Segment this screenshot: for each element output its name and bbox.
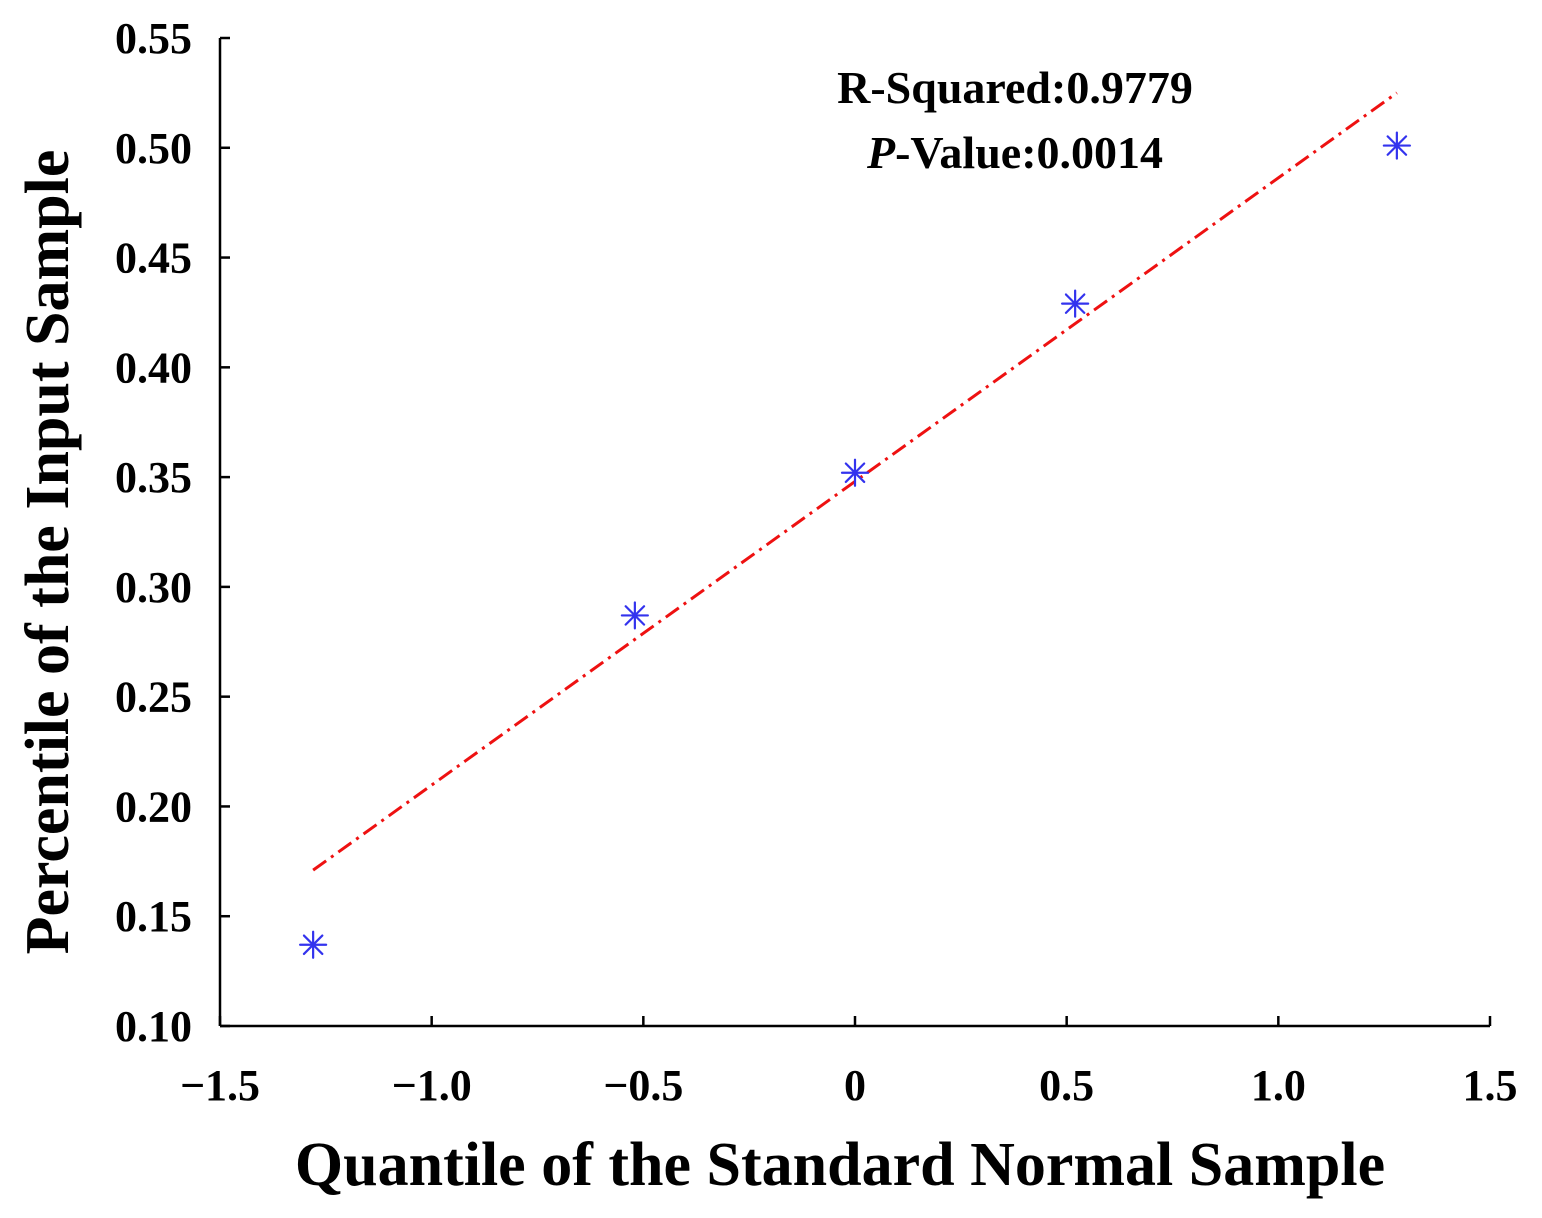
y-tick-label: 0.10: [115, 1002, 192, 1051]
data-point: [1382, 131, 1411, 160]
data-point: [1061, 289, 1090, 318]
p-value-label: -Value:0.0014: [895, 127, 1163, 178]
y-axis-title: Percentile of the Input Sample: [14, 150, 82, 955]
y-tick-label: 0.55: [115, 14, 192, 63]
y-tick-label: 0.50: [115, 124, 192, 173]
x-tick-label: 0.5: [1039, 1061, 1094, 1110]
r-squared-annotation: R-Squared:0.9779: [837, 62, 1193, 113]
p-value-annotation: P-Value:0.0014: [866, 127, 1163, 178]
y-tick-label: 0.30: [115, 563, 192, 612]
x-axis-ticks: −1.5 −1.0 −0.5 0 0.5 1.0 1.5: [180, 1016, 1518, 1110]
y-tick-label: 0.35: [115, 453, 192, 502]
data-point: [299, 930, 328, 959]
y-tick-label: 0.20: [115, 782, 192, 831]
data-points: [299, 131, 1411, 959]
y-tick-label: 0.25: [115, 673, 192, 722]
x-tick-label: −1.5: [180, 1061, 260, 1110]
y-tick-label: 0.45: [115, 234, 192, 283]
x-tick-label: −1.0: [392, 1061, 472, 1110]
data-point: [620, 601, 649, 630]
y-tick-label: 0.15: [115, 892, 192, 941]
x-axis-title: Quantile of the Standard Normal Sample: [295, 1131, 1385, 1199]
x-tick-label: 1.0: [1251, 1061, 1306, 1110]
p-value-prefix: P: [866, 127, 896, 178]
y-tick-label: 0.40: [115, 343, 192, 392]
y-axis-ticks: 0.10 0.15 0.20 0.25 0.30 0.35 0.40 0.45 0.50 0.55: [115, 14, 230, 1051]
plot-axes: [218, 38, 1490, 1028]
x-tick-label: −0.5: [603, 1061, 683, 1110]
data-point: [840, 458, 870, 487]
x-tick-label: 0: [844, 1061, 866, 1110]
x-tick-label: 1.5: [1463, 1061, 1518, 1110]
